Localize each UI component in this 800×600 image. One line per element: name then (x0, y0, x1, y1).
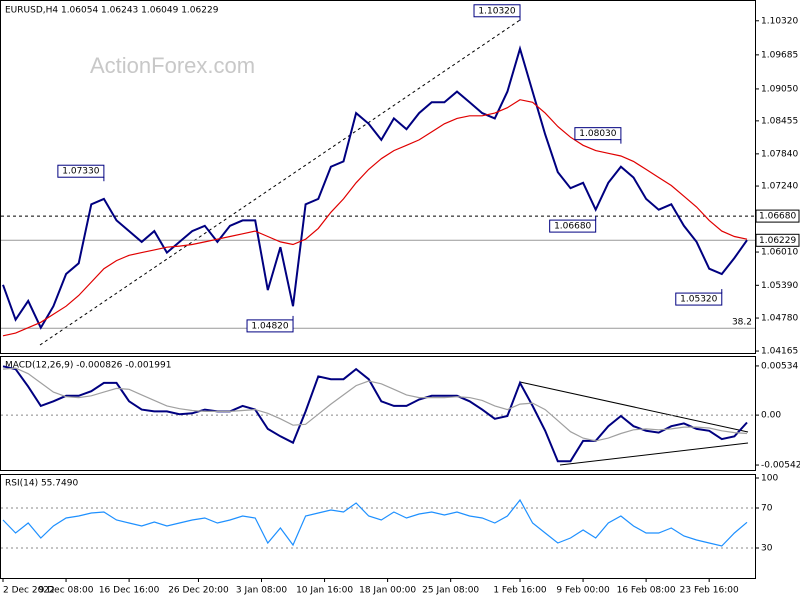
annotation-label: 1.07330 (62, 167, 99, 177)
y-tick-label: 1.04780 (761, 314, 798, 324)
x-tick-label: 9 Feb 00:00 (556, 586, 610, 596)
main-frame (0, 0, 756, 354)
y-tick-label: 1.07240 (761, 182, 798, 192)
y-tick-label: 100 (761, 474, 778, 484)
chart-title: EURUSD,H4 1.06054 1.06243 1.06049 1.0622… (5, 6, 219, 16)
annotation-box (246, 319, 294, 333)
price-label: 1.06229 (759, 236, 796, 246)
y-tick-label: 1.10320 (761, 16, 798, 26)
x-tick-label: 2 Dec 2022 (3, 586, 55, 596)
y-tick-label: 1.05390 (761, 281, 798, 291)
y-tick-label: 1.08455 (761, 116, 798, 126)
rsi-title: RSI(14) 55.7490 (5, 479, 78, 489)
price-label: 1.06680 (759, 212, 796, 222)
annotation-box (57, 164, 105, 178)
macd-trend-line (519, 381, 749, 433)
x-tick-label: 1 Feb 16:00 (493, 586, 547, 596)
series-line (2, 99, 748, 337)
fib-label: 38.2 (732, 318, 752, 328)
y-tick-label: 70 (761, 504, 773, 514)
annotation-label: 1.10320 (478, 6, 515, 16)
annotation-label: 1.05320 (680, 295, 717, 305)
x-tick-label: 3 Jan 08:00 (236, 586, 288, 596)
y-tick-label: 1.09050 (761, 84, 798, 94)
price-label-box (755, 233, 800, 247)
x-tick-label: 16 Dec 16:00 (99, 586, 160, 596)
y-tick-label: 30 (761, 544, 773, 554)
annotation-box (675, 292, 723, 306)
y-tick-label: 0.00 (761, 411, 781, 421)
macd-title: MACD(12,26,9) -0.000826 -0.001991 (5, 361, 171, 371)
macd-frame (0, 356, 756, 471)
x-tick-label: 9 Dec 08:00 (39, 586, 94, 596)
annotation-label: 1.08030 (579, 129, 616, 139)
price-label-box (755, 209, 800, 223)
x-tick-label: 18 Jan 00:00 (359, 586, 416, 596)
y-tick-label: 1.06010 (761, 248, 798, 258)
series-line (2, 367, 748, 442)
y-tick-label: 0.00534 (761, 361, 798, 371)
series-line (2, 45, 748, 330)
x-tick-label: 16 Feb 08:00 (617, 586, 676, 596)
y-tick-label: 1.07840 (761, 149, 798, 159)
annotation-box (549, 219, 597, 233)
annotation-box (574, 127, 622, 141)
rsi-frame (0, 474, 756, 579)
annotation-label: 1.06680 (554, 222, 591, 232)
annotation-label: 1.04820 (251, 321, 288, 331)
x-tick-label: 10 Jan 16:00 (296, 586, 353, 596)
macd-trend-line (559, 442, 749, 466)
x-tick-label: 25 Jan 08:00 (422, 586, 479, 596)
series-line (2, 365, 748, 463)
y-tick-label: 1.04165 (761, 347, 798, 357)
y-tick-label: 1.09685 (761, 50, 798, 60)
series-line (2, 498, 748, 547)
annotation-box (473, 4, 521, 18)
watermark: ActionForex.com (90, 53, 255, 78)
trend-line (39, 19, 521, 346)
x-tick-label: 26 Dec 20:00 (168, 586, 229, 596)
x-tick-label: 23 Feb 16:00 (680, 586, 739, 596)
